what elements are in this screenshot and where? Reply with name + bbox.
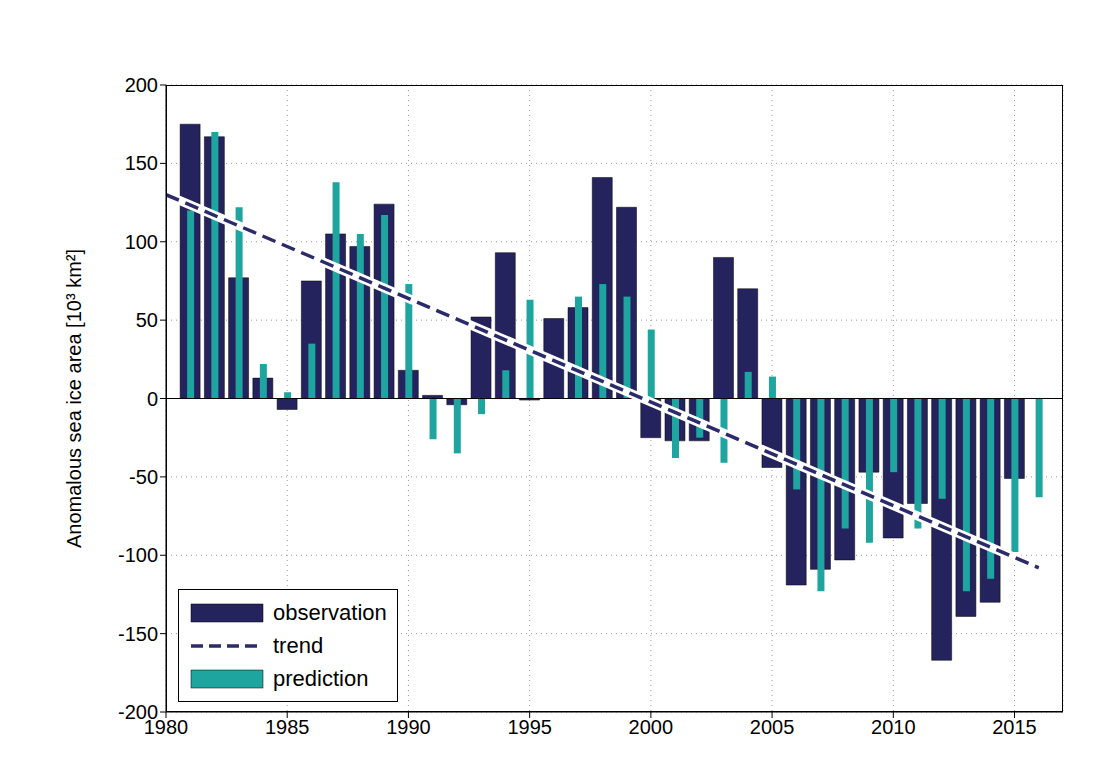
html-text:trend: trend xyxy=(273,632,324,658)
svg-text:200: 200 xyxy=(125,74,158,96)
svg-text:2000: 2000 xyxy=(629,716,674,738)
svg-text:2015: 2015 xyxy=(992,716,1037,738)
svg-text:1995: 1995 xyxy=(507,716,552,738)
svg-text:1980: 1980 xyxy=(143,716,189,739)
svg-text:1990: 1990 xyxy=(386,716,431,738)
svg-text:50: 50 xyxy=(136,309,158,331)
svg-text:-200: -200 xyxy=(118,701,158,723)
html-text:prediction: prediction xyxy=(273,665,369,691)
svg-text:150: 150 xyxy=(125,152,158,174)
svg-text:1985: 1985 xyxy=(265,716,310,738)
svg-text:Anomalous sea ice area [10³ km: Anomalous sea ice area [10³ km²] xyxy=(63,249,85,548)
svg-text:2010: 2010 xyxy=(871,716,916,738)
svg-text:2005: 2005 xyxy=(750,716,795,738)
svg-text:0: 0 xyxy=(147,388,158,410)
svg-text:-100: -100 xyxy=(118,544,158,566)
svg-text:-50: -50 xyxy=(129,466,158,488)
svg-text:-150: -150 xyxy=(118,623,158,645)
html-text:observation: observation xyxy=(273,599,387,625)
svg-text:100: 100 xyxy=(125,231,158,253)
